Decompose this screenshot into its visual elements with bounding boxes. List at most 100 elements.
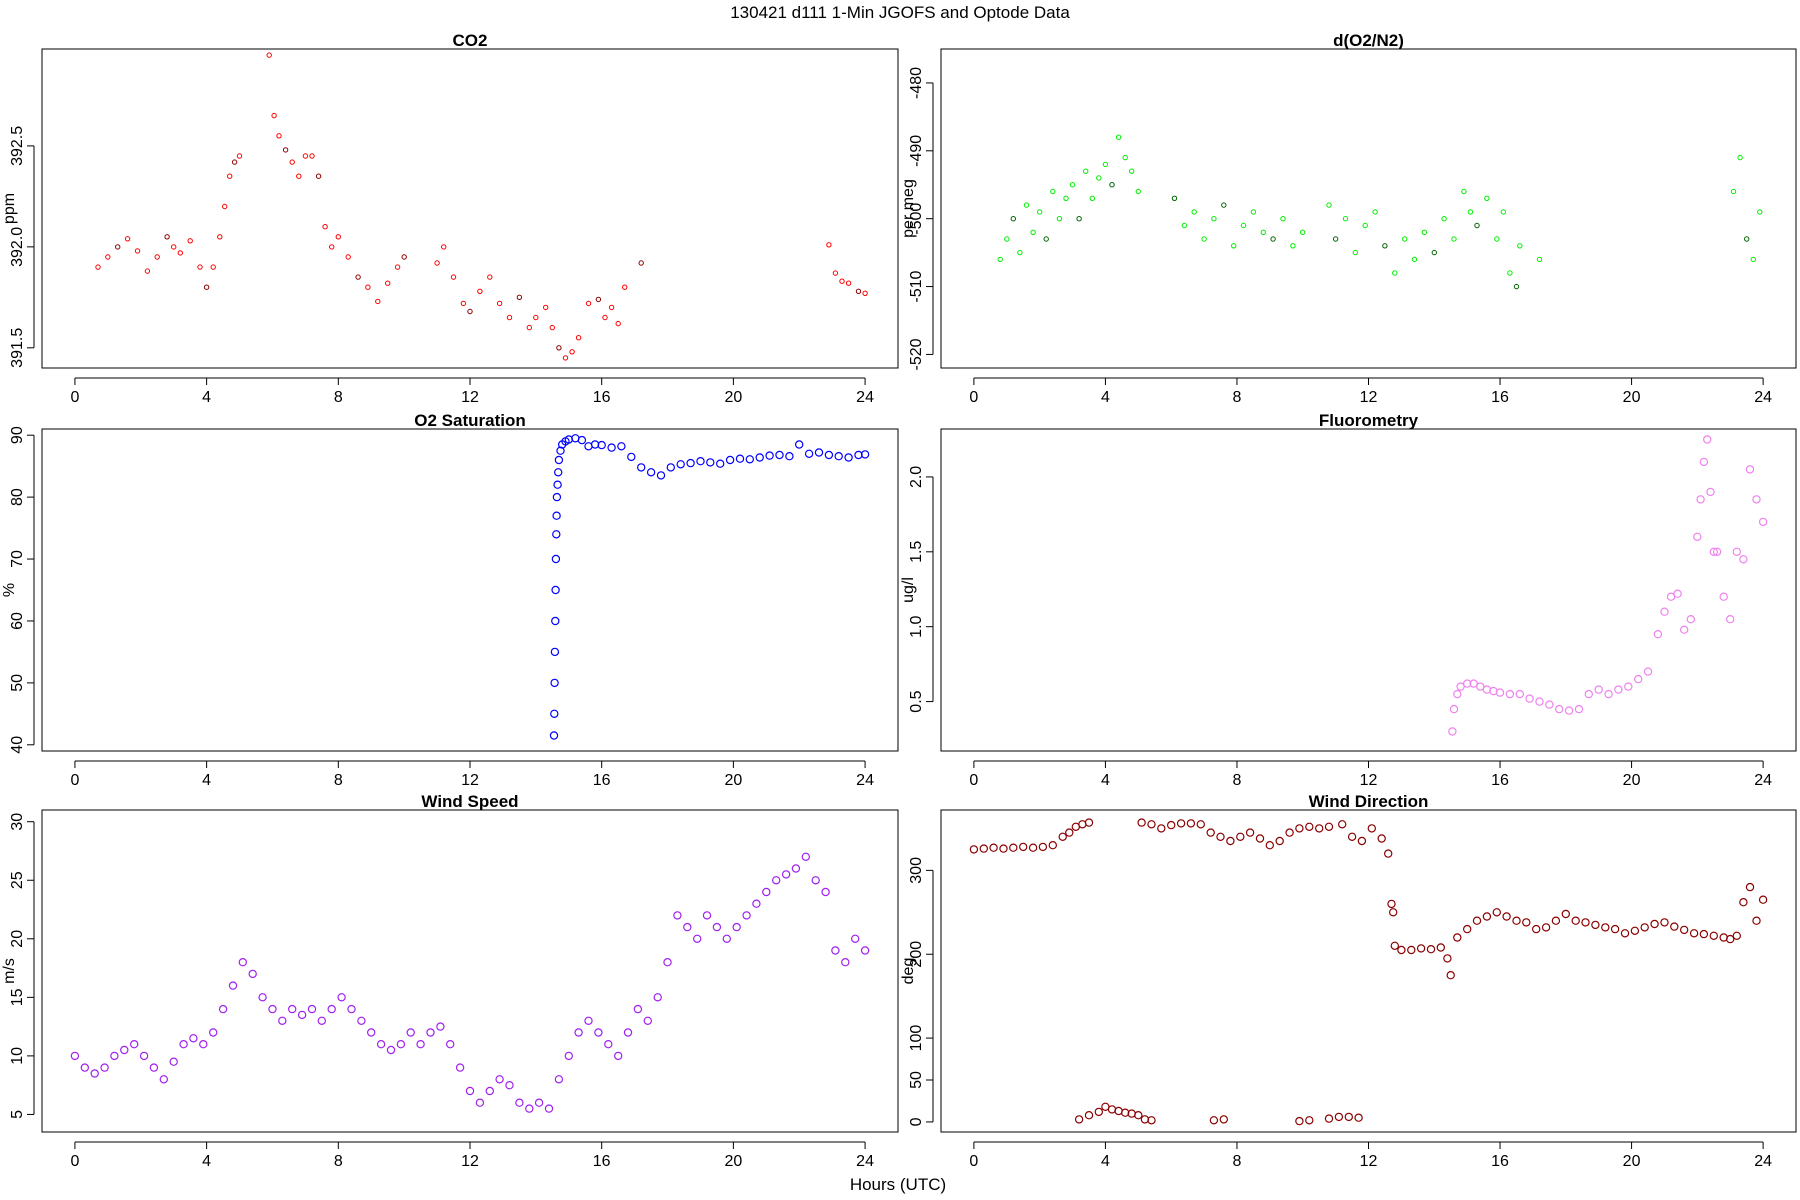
wdir-data-point (1630, 926, 1640, 936)
co2-data-point (622, 284, 628, 290)
wdir-data-point (1065, 828, 1074, 837)
o2n2-y-tick-label: -520 (908, 338, 925, 370)
wdir-data-point (1038, 842, 1048, 852)
co2-data-point (608, 304, 615, 311)
wdir-data-point (1314, 824, 1324, 833)
co2-data-point (154, 254, 160, 260)
wspd-data-point (525, 1104, 534, 1113)
o2n2-data-point (1513, 283, 1520, 290)
wspd-data-point (485, 1086, 494, 1096)
co2-data-point (595, 296, 602, 303)
fluoro-data-point (1574, 704, 1584, 714)
wspd-data-point (297, 1010, 307, 1020)
co2-data-point (222, 203, 228, 210)
wspd-x-tick-label: 12 (461, 1153, 479, 1170)
wspd-y-tick-label: 5 (9, 1110, 26, 1119)
wdir-data-point (1186, 819, 1196, 828)
o2n2-data-point (1372, 209, 1378, 215)
wspd-data-point (376, 1039, 386, 1049)
wdir-data-point (1531, 924, 1541, 934)
co2-data-point (345, 254, 351, 260)
wspd-ylabel: m/s (1, 958, 18, 984)
wspd-data-point (712, 922, 722, 932)
fluoro-data-point (1453, 689, 1462, 699)
o2sat-data-point (745, 455, 755, 464)
fluoro-data-point (1448, 727, 1457, 736)
o2n2-data-point (1023, 202, 1030, 208)
wdir-x-tick-label: 16 (1491, 1153, 1509, 1170)
o2n2-data-point (1043, 236, 1049, 242)
wdir-data-point (1357, 836, 1367, 846)
wdir-y-tick-label: 200 (908, 941, 925, 968)
o2n2-data-point (1362, 222, 1368, 229)
wdir-data-point (1443, 954, 1452, 963)
co2-data-point (144, 268, 151, 274)
o2sat-data-point (666, 463, 676, 472)
o2n2-y-tick-label: -490 (908, 135, 925, 167)
o2sat-x-tick-label: 8 (334, 772, 343, 789)
o2n2-data-point (1017, 249, 1023, 256)
o2sat-data-point (755, 453, 764, 462)
o2n2-data-point (1231, 243, 1237, 249)
co2-data-point (441, 244, 447, 250)
panel-fluorometry: Fluorometry ug/l 0 4 8 12 16 20 24 0.5 1.0 1.5 2.0 (900, 411, 1797, 789)
o2sat-data-point (607, 443, 616, 452)
o2sat-x-tick-label: 20 (724, 772, 742, 789)
wdir-data-point (1383, 849, 1393, 858)
o2n2-data-point (1757, 209, 1763, 215)
wspd-data-point (179, 1039, 188, 1049)
fluoro-data-point (1660, 607, 1669, 616)
fluoro-data-point (1696, 495, 1705, 504)
wdir-x-tick-label: 20 (1623, 1153, 1641, 1170)
o2sat-data-point (637, 463, 646, 472)
wspd-data-point (159, 1075, 168, 1084)
o2n2-data-point (1411, 256, 1418, 263)
wspd-data-point (614, 1051, 623, 1061)
co2-data-point (276, 133, 282, 139)
co2-data-point (526, 324, 532, 331)
wdir-data-point (1134, 1110, 1143, 1120)
fluoro-x-tick-label: 12 (1360, 772, 1378, 789)
wdir-data-point (1581, 918, 1590, 927)
fluoro-data-point (1666, 592, 1676, 601)
wspd-data-point (337, 993, 346, 1002)
fluoro-ylabel: ug/l (900, 577, 917, 603)
wspd-data-point (732, 922, 741, 932)
wspd-data-point (811, 876, 820, 885)
wdir-data-point (1219, 1115, 1229, 1124)
co2-data-point (556, 345, 562, 351)
wdir-data-point (1387, 899, 1396, 909)
o2sat-data-point (844, 453, 853, 462)
wdir-data-point (1732, 931, 1742, 941)
wspd-plot-frame (41, 809, 899, 1133)
wspd-data-point (860, 946, 870, 955)
o2sat-data-point (552, 530, 561, 539)
fluoro-data-point (1462, 679, 1472, 688)
wdir-data-point (1377, 834, 1386, 843)
o2n2-data-point (1250, 209, 1257, 215)
o2n2-data-point (1730, 188, 1737, 195)
co2-data-point (210, 264, 216, 270)
wdir-data-point (1367, 824, 1377, 833)
wspd-data-point (70, 1051, 80, 1061)
wdir-data-point (999, 844, 1008, 853)
wdir-data-point (1084, 818, 1094, 827)
panel-o2sat: O2 Saturation% 0 4 8 12 16 20 24 40 50 60 70 80 90 (1, 411, 899, 789)
co2-data-point (496, 300, 503, 307)
wspd-y-tick-label: 10 (9, 1047, 26, 1065)
wspd-x-tick-label: 0 (70, 1153, 79, 1170)
wdir-data-point (1591, 920, 1600, 930)
wspd-data-point (327, 1004, 336, 1014)
co2-data-point (203, 284, 210, 290)
fluoro-x-tick-label: 16 (1491, 772, 1509, 789)
fluoro-data-point (1554, 704, 1564, 714)
co2-data-point (434, 260, 440, 266)
co2-data-point (385, 280, 391, 286)
fluoro-data-point (1732, 547, 1742, 557)
wspd-data-point (278, 1016, 287, 1026)
fluoro-data-point (1469, 679, 1478, 688)
o2n2-x-tick-label: 0 (969, 389, 978, 406)
o2sat-plot-frame (41, 428, 899, 752)
co2-data-point (575, 335, 582, 341)
wdir-data-point (1388, 908, 1398, 917)
